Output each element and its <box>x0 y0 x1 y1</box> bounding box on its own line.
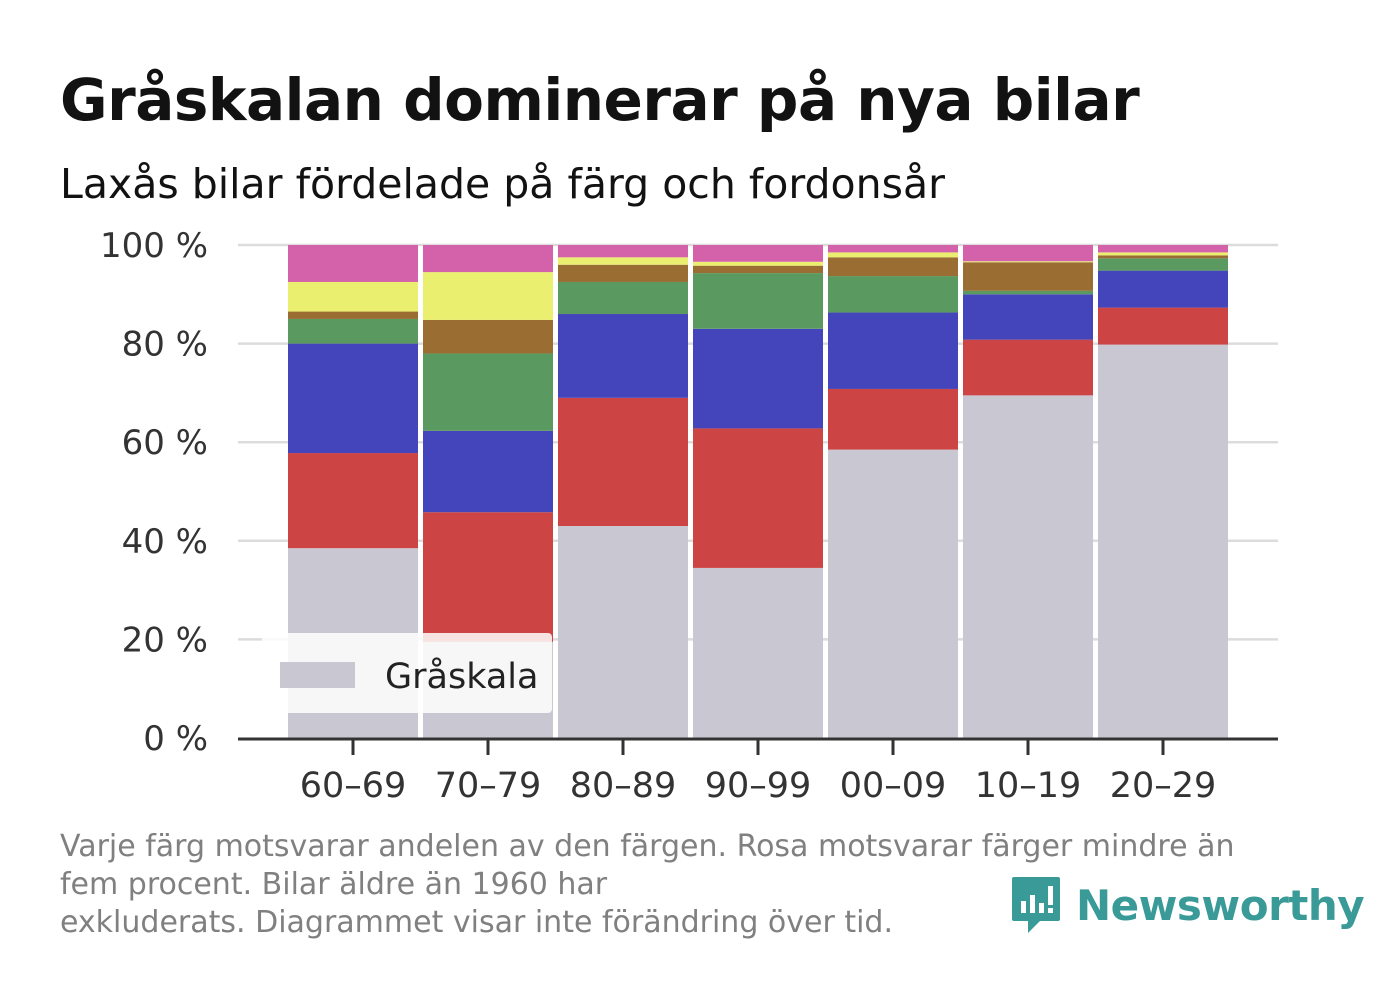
x-tick-label: 60–69 <box>300 766 407 806</box>
footnote-line-2: fem procent. Bilar äldre än 1960 har <box>60 867 608 902</box>
bar-segment <box>963 261 1093 263</box>
bar-segment <box>1098 258 1228 271</box>
bar-segment <box>828 388 958 450</box>
y-tick-label: 80 % <box>122 325 208 365</box>
y-tick-label: 60 % <box>122 423 208 463</box>
bar-segment <box>963 339 1093 396</box>
x-tick-label: 10–19 <box>975 766 1082 806</box>
bar-segment <box>693 567 823 738</box>
bar-segment <box>693 245 823 262</box>
bar-segment <box>693 273 823 329</box>
y-axis-labels: 0 % 20 % 40 % 60 % 80 % 100 % <box>100 226 208 759</box>
bar-segment <box>558 264 688 282</box>
legend-swatch <box>280 662 355 688</box>
bar-segment <box>963 245 1093 262</box>
bar-segment <box>288 453 418 549</box>
x-tick-label: 70–79 <box>435 766 542 806</box>
bar-segment <box>828 252 958 258</box>
bar-segment <box>963 290 1093 295</box>
brand-logo: Newsworthy <box>1010 872 1365 938</box>
bar-segment <box>558 314 688 398</box>
newsworthy-logo-icon <box>1012 877 1060 933</box>
bar-segment <box>828 312 958 389</box>
bar-segment <box>1098 252 1228 256</box>
bars <box>288 245 1228 738</box>
bar-segment <box>423 245 553 273</box>
bar-segment <box>828 257 958 277</box>
x-tick-label: 00–09 <box>840 766 947 806</box>
bar-segment <box>423 272 553 320</box>
legend-box <box>262 633 552 713</box>
chart-subtitle: Laxås bilar fördelade på färg och fordon… <box>60 160 945 208</box>
bar-segment <box>828 449 958 738</box>
bar-segment <box>693 328 823 429</box>
y-tick-label: 20 % <box>122 620 208 660</box>
bar-segment <box>558 397 688 527</box>
x-tick-label: 20–29 <box>1110 766 1217 806</box>
bar-segment <box>423 353 553 431</box>
bar-segment <box>693 428 823 568</box>
bar-segment <box>558 257 688 265</box>
bar-segment <box>423 430 553 513</box>
bar-segment <box>693 265 823 274</box>
bar-segment <box>288 343 418 454</box>
x-axis-labels: 60–69 70–79 80–89 90–99 00–09 10–19 20–29 <box>300 766 1217 806</box>
legend: Gråskala <box>262 633 552 713</box>
bar-segment <box>423 319 553 354</box>
bar-segment <box>963 294 1093 340</box>
bar-segment <box>1098 270 1228 308</box>
bar-segment <box>558 245 688 258</box>
x-tick-label: 90–99 <box>705 766 812 806</box>
y-tick-label: 40 % <box>122 522 208 562</box>
bar-segment <box>828 276 958 313</box>
bar-segment <box>558 281 688 315</box>
x-tick-label: 80–89 <box>570 766 677 806</box>
bar-segment <box>1098 307 1228 345</box>
footnote-line-3: exkluderats. Diagrammet visar inte förän… <box>60 905 894 940</box>
bar-segment <box>1098 255 1228 259</box>
bar-segment <box>288 318 418 344</box>
bar-segment <box>288 281 418 312</box>
bar-segment <box>963 262 1093 291</box>
footnote-line-1: Varje färg motsvarar andelen av den färg… <box>60 829 1235 864</box>
y-tick-label: 0 % <box>143 719 208 759</box>
bar-segment <box>828 245 958 253</box>
brand-name: Newsworthy <box>1076 880 1365 930</box>
x-axis <box>238 737 1278 755</box>
chart-title: Gråskalan dominerar på nya bilar <box>60 66 1140 134</box>
bar-segment <box>288 245 418 282</box>
bar-segment <box>963 395 1093 738</box>
bar-segment <box>423 512 553 642</box>
bar-segment <box>288 311 418 319</box>
bar-segment <box>1098 245 1228 253</box>
footnote: Varje färg motsvarar andelen av den färg… <box>60 828 1300 942</box>
bar-segment <box>693 261 823 266</box>
bar-segment <box>1098 344 1228 738</box>
y-tick-label: 100 % <box>100 226 208 266</box>
bar-segment <box>558 526 688 738</box>
legend-label: Gråskala <box>385 656 538 697</box>
